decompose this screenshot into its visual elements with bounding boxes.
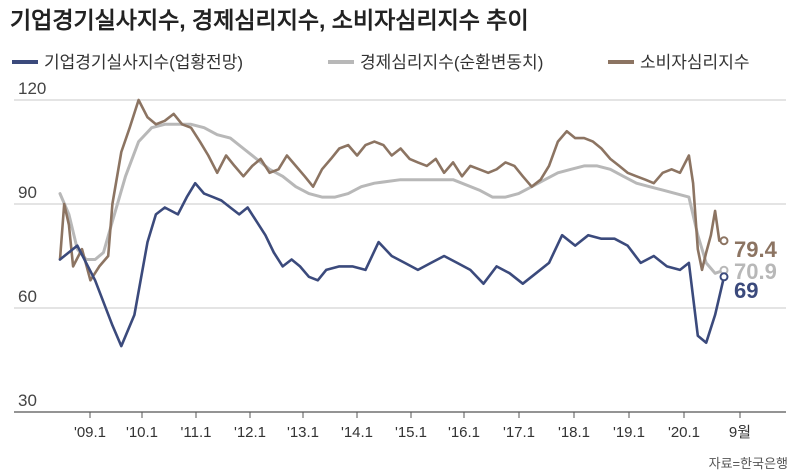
series-lines [58,98,729,348]
y-tick-label: 120 [18,79,46,98]
x-tick-label: 9월 [729,424,751,441]
series-end-point [719,236,729,246]
x-tick-label: '09.1 [74,424,106,441]
legend-label: 소비자심리지수 [640,53,749,72]
source-note: 자료=한국은행 [709,456,788,471]
x-tick-label: '18.1 [558,424,590,441]
series-line [58,98,726,282]
y-tick-label: 90 [18,183,37,202]
y-tick-label: 30 [18,391,37,410]
x-tick-label: '17.1 [503,424,535,441]
x-tick-label: '19.1 [613,424,645,441]
x-tick-label: '10.1 [126,424,158,441]
series-end-label: 69 [734,278,758,303]
series-end-label: 79.4 [734,237,778,262]
legend-label: 경제심리지수(순환변동치) [360,53,543,72]
x-tick-label: '14.1 [341,424,373,441]
series-end-label: 70.9 [734,259,777,284]
x-tick-label: '11.1 [181,424,212,441]
x-tick-label: '20.1 [668,424,700,441]
series-line [58,122,726,275]
y-tick-label: 60 [18,287,37,306]
chart-title: 기업경기실사지수, 경제심리지수, 소비자심리지수 추이 [10,7,529,33]
legend: 기업경기실사지수(업황전망) 경제심리지수(순환변동치) 소비자심리지수 [12,53,749,72]
x-axis: '09.1 '10.1 '11.1 '12.1 '13.1 '14.1 '15.1 '16.1… [74,412,751,441]
series-end-point [719,272,729,282]
legend-label: 기업경기실사지수(업황전망) [44,53,243,72]
series-line [58,181,726,348]
x-tick-label: '16.1 [448,424,480,441]
y-axis: 120 90 60 30 [18,79,46,410]
x-tick-label: '13.1 [287,424,319,441]
grid [14,99,786,413]
x-tick-label: '15.1 [395,424,427,441]
x-tick-label: '12.1 [234,424,266,441]
